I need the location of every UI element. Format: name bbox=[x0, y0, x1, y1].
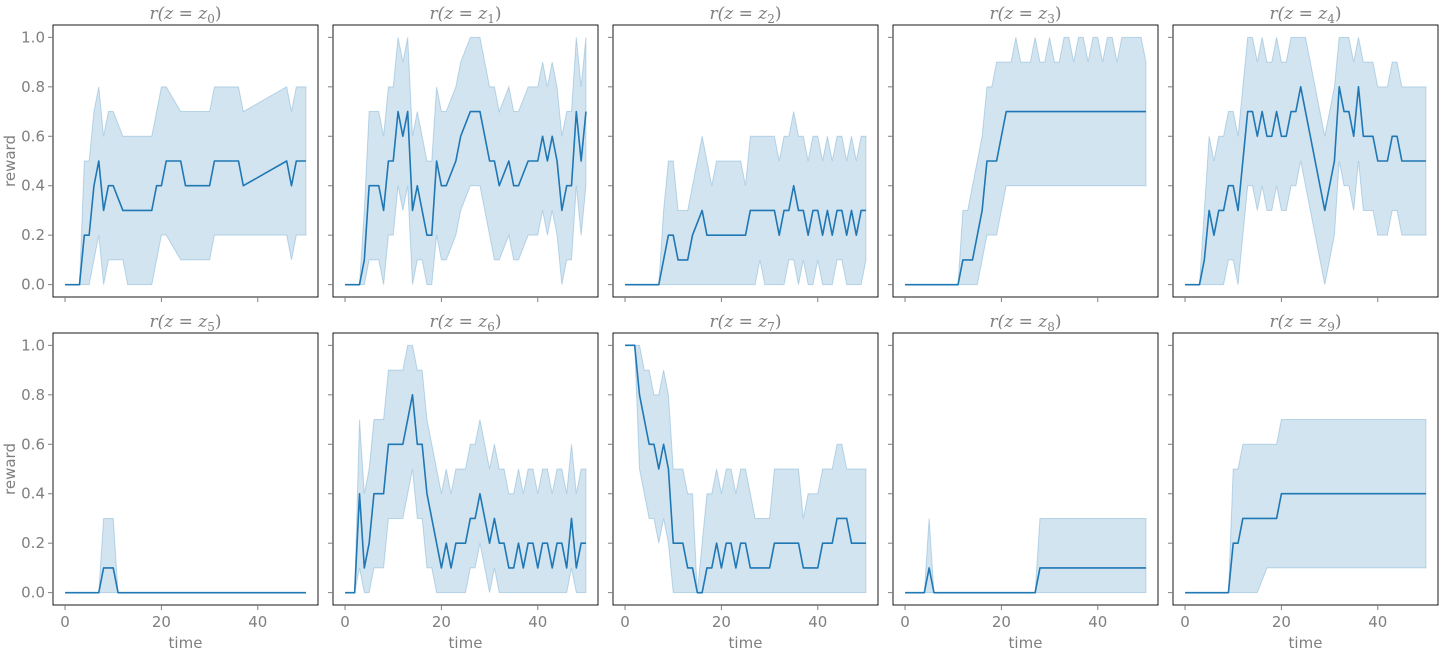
mean-line-1 bbox=[345, 110, 587, 286]
panel-4: r(z = z4) bbox=[1168, 4, 1439, 302]
y-tick-label: 0.2 bbox=[21, 534, 45, 552]
confidence-band-9 bbox=[1185, 419, 1427, 594]
x-tick-label: 40 bbox=[528, 613, 547, 631]
panel-0: 0.0 0.2 0.4 0.6 0.8 1.0 reward r(z = z0) bbox=[1, 4, 319, 302]
panel-6: 0 20 40 time r(z = z6) bbox=[328, 312, 599, 648]
x-tick-label: 20 bbox=[152, 613, 171, 631]
confidence-band-4 bbox=[1185, 36, 1427, 286]
y-axis-label: reward bbox=[1, 135, 19, 187]
axes-frame-5 bbox=[52, 332, 319, 606]
axes-frame-2 bbox=[612, 24, 879, 298]
x-tick-label: 0 bbox=[620, 613, 630, 631]
x-tick-label: 0 bbox=[900, 613, 910, 631]
confidence-band-1 bbox=[345, 36, 587, 286]
axes-frame-9 bbox=[1172, 332, 1439, 606]
mean-line-4 bbox=[1185, 86, 1426, 286]
mean-line-8 bbox=[905, 567, 1146, 594]
mean-line-0 bbox=[65, 160, 306, 286]
panel-title: r(z = z6) bbox=[429, 312, 501, 334]
x-tick-label: 40 bbox=[1088, 613, 1107, 631]
x-axis-label: time bbox=[1009, 634, 1043, 648]
x-tick-label: 40 bbox=[1368, 613, 1387, 631]
x-tick-label: 0 bbox=[1180, 613, 1190, 631]
x-tick-label: 20 bbox=[432, 613, 451, 631]
x-tick-label: 20 bbox=[992, 613, 1011, 631]
panel-title: r(z = z9) bbox=[1269, 312, 1341, 334]
panel-1: r(z = z1) bbox=[328, 4, 599, 302]
x-tick-label: 40 bbox=[808, 613, 827, 631]
axes-frame-7 bbox=[612, 332, 879, 606]
axes-frame-6 bbox=[332, 332, 599, 606]
y-tick-label: 0.4 bbox=[21, 485, 45, 503]
axes-frame-4 bbox=[1172, 24, 1439, 298]
y-tick-label: 0.8 bbox=[21, 386, 45, 404]
x-axis-label: time bbox=[169, 634, 203, 648]
mean-line-5 bbox=[65, 567, 306, 594]
mean-line-7 bbox=[625, 344, 866, 594]
panel-title: r(z = z4) bbox=[1269, 4, 1341, 26]
axes-frame-8 bbox=[892, 332, 1159, 606]
confidence-band-5 bbox=[65, 517, 306, 594]
axes-frame-0 bbox=[52, 24, 319, 298]
panel-9: 0 20 40 time r(z = z9) bbox=[1168, 312, 1439, 648]
x-tick-label: 40 bbox=[248, 613, 267, 631]
x-tick-label: 20 bbox=[1272, 613, 1291, 631]
axes-frame-1 bbox=[332, 24, 599, 298]
panel-title: r(z = z1) bbox=[429, 4, 501, 26]
mean-line-9 bbox=[1185, 492, 1426, 594]
y-axis-label: reward bbox=[1, 443, 19, 495]
panel-title: r(z = z2) bbox=[709, 4, 781, 26]
panel-7: 0 20 40 time r(z = z7) bbox=[608, 312, 879, 648]
y-tick-label: 1.0 bbox=[21, 28, 45, 46]
mean-line-6 bbox=[345, 394, 586, 594]
confidence-band-3 bbox=[905, 36, 1147, 286]
mean-line-2 bbox=[625, 184, 866, 286]
y-tick-label: 0.0 bbox=[21, 584, 45, 602]
confidence-band-8 bbox=[905, 517, 1147, 594]
panel-title: r(z = z7) bbox=[709, 312, 781, 334]
panel-5: 0.0 0.2 0.4 0.6 0.8 1.0 0 20 40 time reward r(z = z… bbox=[1, 312, 319, 648]
x-tick-label: 0 bbox=[60, 613, 70, 631]
y-tick-label: 1.0 bbox=[21, 336, 45, 354]
confidence-band-6 bbox=[345, 344, 587, 594]
y-tick-label: 0.6 bbox=[21, 435, 45, 453]
panel-2: r(z = z2) bbox=[608, 4, 879, 302]
mean-line-3 bbox=[905, 110, 1146, 286]
panel-3: r(z = z3) bbox=[888, 4, 1159, 302]
x-tick-label: 20 bbox=[712, 613, 731, 631]
y-tick-label: 0.4 bbox=[21, 177, 45, 195]
panel-title: r(z = z8) bbox=[989, 312, 1061, 334]
y-tick-label: 0.6 bbox=[21, 127, 45, 145]
x-tick-label: 0 bbox=[340, 613, 350, 631]
y-tick-label: 0.2 bbox=[21, 226, 45, 244]
y-tick-label: 0.8 bbox=[21, 78, 45, 96]
x-axis-label: time bbox=[729, 634, 763, 648]
y-tick-label: 0.0 bbox=[21, 276, 45, 294]
panel-title: r(z = z3) bbox=[989, 4, 1061, 26]
axes-frame-3 bbox=[892, 24, 1159, 298]
x-axis-label: time bbox=[1289, 634, 1323, 648]
panel-8: 0 20 40 time r(z = z8) bbox=[888, 312, 1159, 648]
panel-title: r(z = z0) bbox=[149, 4, 221, 26]
panel-title: r(z = z5) bbox=[149, 312, 221, 334]
x-axis-label: time bbox=[449, 634, 483, 648]
confidence-band-2 bbox=[625, 111, 867, 286]
confidence-band-7 bbox=[625, 344, 867, 594]
